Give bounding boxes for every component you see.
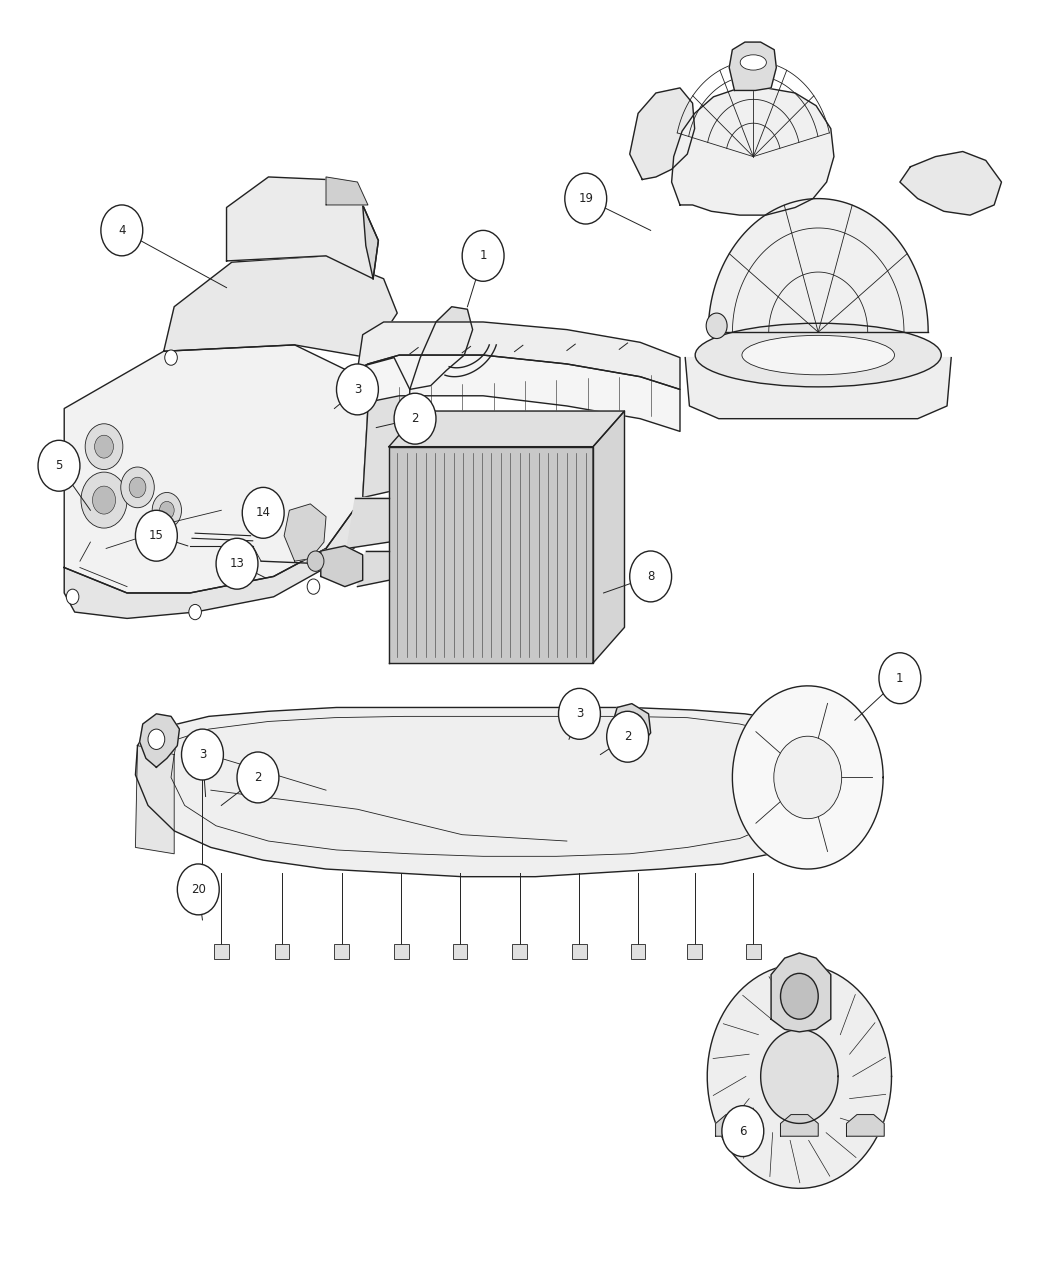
Circle shape: [780, 973, 818, 1019]
Polygon shape: [164, 256, 397, 357]
Circle shape: [182, 729, 224, 780]
Text: 1: 1: [480, 250, 487, 263]
Circle shape: [92, 486, 116, 514]
Circle shape: [148, 729, 165, 750]
Bar: [746, 944, 760, 959]
Polygon shape: [630, 88, 695, 180]
Polygon shape: [327, 177, 368, 205]
Polygon shape: [135, 746, 174, 854]
Circle shape: [774, 736, 842, 819]
Bar: [453, 944, 467, 959]
Polygon shape: [64, 346, 368, 593]
Text: 2: 2: [412, 412, 419, 425]
Bar: [334, 944, 349, 959]
Bar: [394, 944, 408, 959]
Circle shape: [165, 349, 177, 365]
Polygon shape: [780, 1114, 818, 1136]
Bar: [631, 944, 646, 959]
Circle shape: [308, 579, 320, 594]
Circle shape: [129, 477, 146, 497]
Circle shape: [462, 231, 504, 282]
Polygon shape: [900, 152, 1002, 215]
Circle shape: [160, 501, 174, 519]
Ellipse shape: [740, 55, 766, 70]
Ellipse shape: [695, 324, 941, 386]
Text: 2: 2: [254, 771, 261, 784]
Circle shape: [243, 487, 285, 538]
Polygon shape: [771, 952, 831, 1031]
Text: 3: 3: [575, 708, 583, 720]
Text: 5: 5: [56, 459, 63, 472]
Text: 3: 3: [198, 748, 206, 761]
Circle shape: [722, 1105, 763, 1156]
Text: 13: 13: [230, 557, 245, 570]
Polygon shape: [733, 686, 883, 870]
Polygon shape: [346, 357, 410, 497]
Circle shape: [66, 589, 79, 604]
Circle shape: [121, 467, 154, 507]
Polygon shape: [140, 714, 180, 768]
Circle shape: [189, 604, 202, 620]
Text: 4: 4: [118, 224, 126, 237]
Text: 2: 2: [624, 731, 631, 743]
Circle shape: [607, 711, 649, 762]
Polygon shape: [357, 323, 680, 389]
Polygon shape: [362, 205, 378, 279]
Circle shape: [707, 314, 727, 339]
Text: 6: 6: [739, 1125, 747, 1137]
Bar: [214, 944, 229, 959]
Circle shape: [879, 653, 921, 704]
Text: 3: 3: [354, 382, 361, 397]
Polygon shape: [135, 708, 837, 877]
Circle shape: [336, 363, 378, 414]
Polygon shape: [760, 1029, 838, 1123]
Polygon shape: [672, 88, 834, 215]
Circle shape: [152, 492, 182, 528]
Text: 15: 15: [149, 529, 164, 542]
Polygon shape: [357, 551, 388, 586]
Text: 14: 14: [256, 506, 271, 519]
Circle shape: [94, 435, 113, 458]
Polygon shape: [708, 964, 891, 1188]
Polygon shape: [64, 497, 362, 618]
Text: 20: 20: [191, 882, 206, 896]
Circle shape: [101, 205, 143, 256]
Polygon shape: [388, 446, 593, 663]
Text: 1: 1: [896, 672, 904, 685]
Polygon shape: [227, 177, 378, 279]
Polygon shape: [410, 307, 472, 389]
Polygon shape: [346, 497, 388, 548]
Polygon shape: [709, 199, 928, 333]
Polygon shape: [729, 42, 776, 91]
Circle shape: [216, 538, 258, 589]
Bar: [688, 944, 702, 959]
Circle shape: [627, 714, 644, 734]
Circle shape: [38, 440, 80, 491]
Polygon shape: [593, 411, 625, 663]
Circle shape: [177, 864, 219, 915]
Circle shape: [394, 393, 436, 444]
Polygon shape: [686, 357, 951, 418]
Polygon shape: [321, 546, 362, 587]
Polygon shape: [388, 411, 625, 446]
Polygon shape: [716, 1114, 753, 1136]
Circle shape: [630, 551, 672, 602]
Circle shape: [81, 472, 127, 528]
Circle shape: [308, 551, 324, 571]
Circle shape: [559, 688, 601, 739]
Bar: [275, 944, 290, 959]
Circle shape: [85, 423, 123, 469]
Bar: [572, 944, 587, 959]
Bar: [512, 944, 527, 959]
Text: 19: 19: [579, 193, 593, 205]
Polygon shape: [357, 354, 680, 431]
Circle shape: [565, 173, 607, 224]
Polygon shape: [846, 1114, 884, 1136]
Ellipse shape: [742, 335, 895, 375]
Polygon shape: [285, 504, 327, 561]
Circle shape: [135, 510, 177, 561]
Text: 8: 8: [647, 570, 654, 583]
Circle shape: [237, 752, 279, 803]
Polygon shape: [611, 704, 651, 746]
